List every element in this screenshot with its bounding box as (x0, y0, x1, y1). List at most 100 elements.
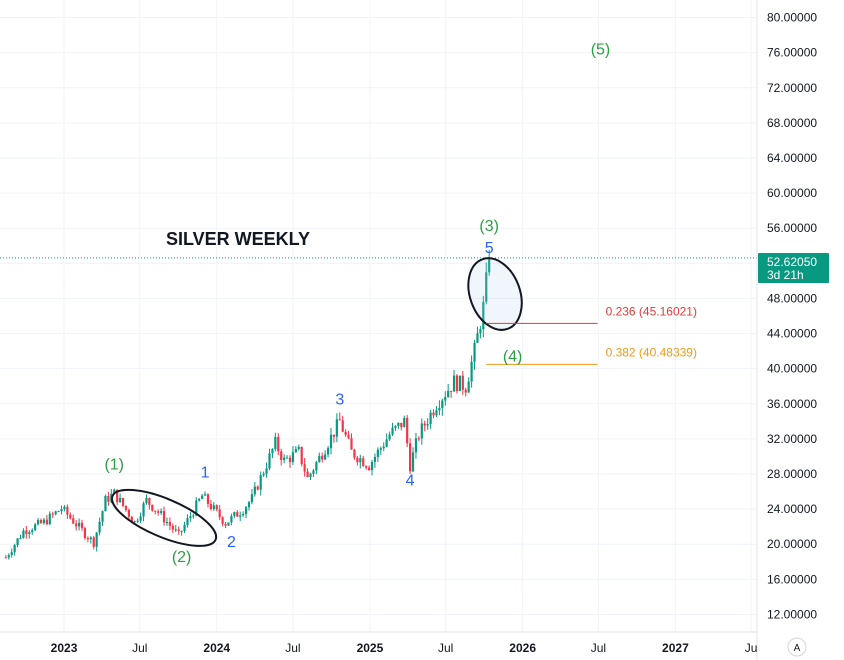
candle-body (39, 520, 43, 524)
candle-body (438, 408, 441, 411)
candle-body (359, 458, 362, 463)
candle-body (388, 434, 391, 440)
candle-body (133, 521, 136, 523)
candle-body (86, 538, 89, 540)
candle-body (476, 333, 479, 343)
candle-body (379, 448, 382, 450)
candle-body (288, 457, 292, 463)
wave-labels: (1) (2) (3) (4) (5) 1 2 3 4 5 (104, 41, 610, 565)
candle-body (385, 439, 388, 447)
x-tick-label: Jul (438, 641, 453, 655)
candle-body (283, 457, 286, 460)
x-tick-label: Jul (591, 641, 606, 655)
candle-body (60, 509, 63, 512)
current-price-value: 52.62050 (767, 255, 817, 269)
candle-body (98, 521, 101, 533)
candle-body (406, 417, 409, 444)
y-tick-label: 72.00000 (767, 81, 817, 95)
auto-scale-label: A (794, 643, 801, 654)
candle-body (36, 520, 40, 525)
candle-body (403, 417, 406, 428)
candle-body (92, 537, 95, 547)
candle-body (420, 423, 423, 439)
fib-labels: 0.236 (45.16021) 0.382 (40.48339) (606, 304, 697, 359)
y-tick-label: 56.00000 (767, 221, 817, 235)
candle-body (441, 400, 444, 409)
wave-3-top-ellipse (467, 257, 523, 331)
candle-body (367, 467, 371, 471)
candle-body (326, 448, 330, 455)
candle-body (31, 530, 34, 533)
candle-body (347, 434, 350, 439)
candle-body (429, 412, 432, 425)
candle-body (271, 449, 274, 454)
candle-body (285, 457, 289, 459)
candle-body (209, 503, 213, 510)
wave-label: 1 (201, 465, 210, 482)
candle-body (186, 518, 189, 526)
candle-body (259, 475, 262, 490)
wave-label: (4) (503, 349, 523, 366)
candle-body (397, 422, 400, 426)
candle-body (362, 458, 365, 467)
candle-body (321, 455, 324, 460)
candle-body (256, 486, 259, 490)
time-axis[interactable]: 2023 Jul 2024 Jul 2025 Jul 2026 Jul 2027 Ju (0, 631, 757, 655)
y-tick-label: 16.00000 (767, 572, 817, 586)
wave-label: 5 (485, 240, 494, 257)
candle-body (394, 425, 397, 428)
y-tick-label: 32.00000 (767, 432, 817, 446)
candle-body (51, 513, 54, 515)
candle-body (294, 448, 297, 453)
y-tick-label: 40.00000 (767, 362, 817, 376)
candle-body (80, 522, 84, 529)
price-axis[interactable]: 80.00000 76.00000 72.00000 68.00000 64.00000… (756, 0, 817, 660)
candle-body (148, 497, 151, 505)
candle-body (242, 514, 245, 516)
chart-title: SILVER WEEKLY (166, 229, 310, 249)
candle-body (432, 412, 435, 416)
auto-scale-button[interactable]: A (787, 637, 807, 657)
candle-body (183, 525, 186, 532)
y-tick-label: 80.00000 (767, 11, 817, 25)
candle-body (450, 390, 453, 392)
candle-body (400, 422, 403, 428)
candle-body (318, 455, 321, 463)
candle-body (215, 505, 218, 510)
candle-body (72, 518, 75, 524)
candle-body (101, 511, 104, 522)
wave-label: (5) (591, 41, 611, 58)
candle-body (244, 507, 248, 515)
current-price-tag: 52.62050 3d 21h (758, 253, 829, 283)
candle-body (218, 509, 221, 518)
candle-body (34, 524, 37, 531)
candle-body (48, 513, 51, 525)
candle-body (458, 375, 461, 392)
y-tick-label: 76.00000 (767, 46, 817, 60)
y-tick-label: 36.00000 (767, 397, 817, 411)
candle-body (107, 495, 110, 502)
candle-body (277, 436, 280, 452)
wave-label: 4 (406, 472, 415, 489)
candle-body (280, 451, 283, 460)
candle-body (160, 511, 163, 513)
candle-body (467, 381, 470, 393)
candle-body (168, 521, 171, 526)
candle-body (464, 389, 467, 393)
candle-body (201, 495, 204, 499)
candle-body (262, 473, 265, 476)
candle-body (95, 532, 98, 547)
x-tick-label: 2023 (51, 641, 78, 655)
candle-body (28, 532, 31, 535)
candle-body (414, 438, 418, 453)
candle-body (54, 511, 57, 515)
candle-body (165, 521, 169, 523)
candle-body (306, 471, 309, 478)
wave-label: 3 (335, 392, 344, 409)
candle-body (174, 529, 177, 531)
candle-body (89, 537, 92, 540)
y-tick-label: 28.00000 (767, 467, 817, 481)
candle-body (411, 452, 415, 472)
candle-body (341, 420, 344, 432)
